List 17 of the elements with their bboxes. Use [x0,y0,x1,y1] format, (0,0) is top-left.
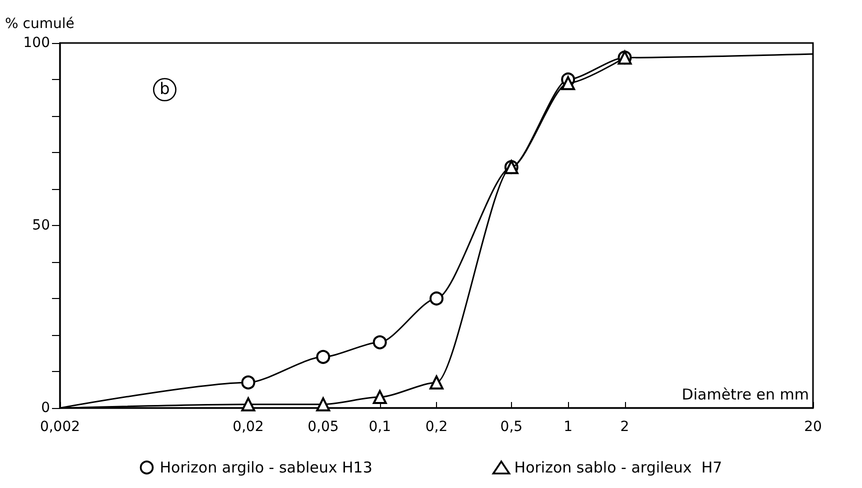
x-tick-label: 2 [620,419,630,435]
y-axis-title: % cumulé [5,16,74,32]
x-tick-label: 20 [804,419,822,435]
x-tick-label: 0,1 [368,419,391,435]
legend-label: Horizon sablo - argileux H7 [514,458,722,476]
x-axis-title: Diamètre en mm [682,386,809,404]
y-tick-label: 100 [23,35,50,51]
x-tick-label: 0,5 [500,419,523,435]
y-tick-label: 0 [41,400,50,416]
x-tick-label: 0,2 [425,419,448,435]
x-tick-label: 0,05 [308,419,339,435]
x-tick-label: 0,02 [232,419,264,435]
y-tick-label: 50 [32,218,50,234]
x-tick-label: 0,002 [40,419,80,435]
x-tick-label: 1 [564,419,573,435]
legend-label: Horizon argilo - sableux H13 [160,458,372,476]
annotation: b [160,79,170,98]
